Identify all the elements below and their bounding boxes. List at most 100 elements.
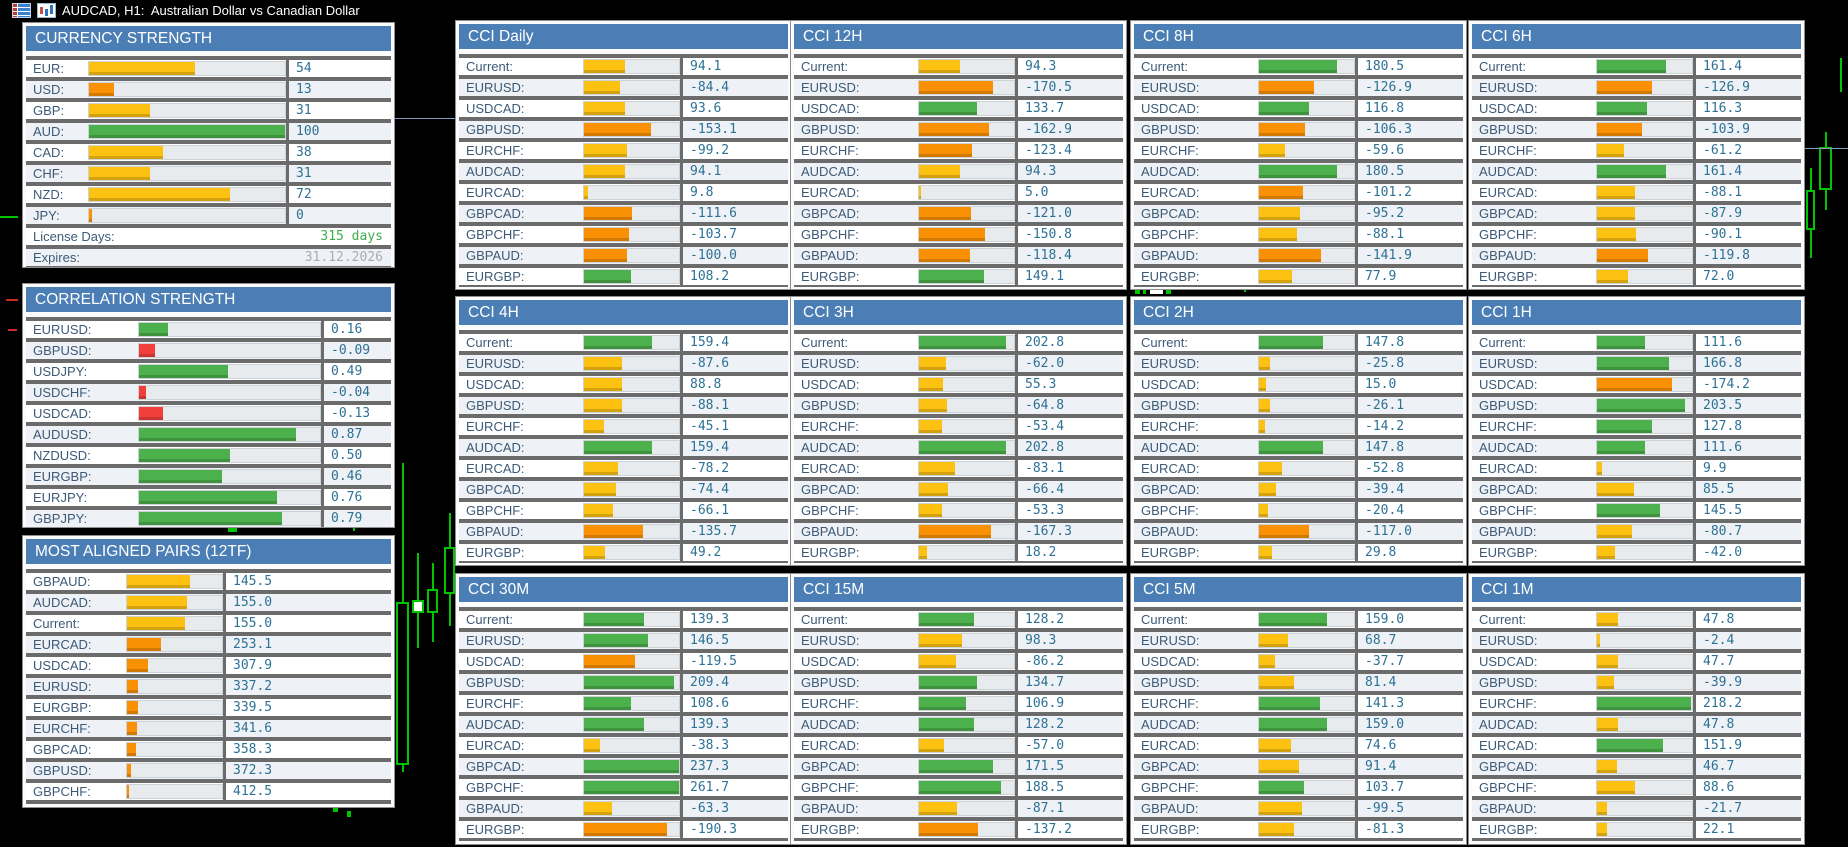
cci-panel-cci-1h: CCI 1H Current: 111.6 EURUSD: 166.8 USDCAD: -1… [1468,296,1805,566]
strength-bar-fill [1597,802,1607,815]
strength-bar-fill [919,760,994,773]
pair-label: GBPCHF: [801,780,859,795]
strength-bar-track [1258,759,1355,774]
pair-value: 159.4 [680,334,788,351]
bar-cell [88,81,286,98]
pair-label: GBPAUD: [466,248,524,263]
strength-bar-fill [1597,823,1607,836]
bar-cell [583,58,680,75]
strength-bar-track [88,208,286,223]
strength-bar-fill [1259,60,1337,73]
bar-cell [1258,79,1355,96]
pair-label: EURGBP: [1479,822,1538,837]
strength-bar-track [1596,335,1693,350]
pair-value: 72 [286,186,391,203]
bar-cell [126,636,223,653]
panel-header-spacer [1472,325,1801,330]
bar-cell [583,481,680,498]
indicator-row: EURGBP: -81.3 [1134,821,1463,838]
pair-label: GBPUSD: [1479,398,1538,413]
pair-label: AUDCAD: [1479,164,1538,179]
pair-value: 94.3 [1015,163,1123,180]
strength-bar-fill [1259,802,1302,815]
pair-label: CAD: [33,145,65,160]
pair-label: GBPCHF: [466,503,524,518]
pair-label: GBPCHF: [33,784,91,799]
bar-cell [126,699,223,716]
bar-cell [918,695,1015,712]
strength-bar-fill [1259,228,1297,241]
pair-label: GBPCHF: [466,780,524,795]
indicator-row: EURUSD: 68.7 [1134,632,1463,649]
strength-bar-track [583,440,680,455]
pair-label: EURCHF: [466,696,524,711]
strength-bar-track [1596,206,1693,221]
bar-cell [583,418,680,435]
expires-value: 31.12.2026 [304,250,383,265]
indicator-row: GBPUSD: -88.1 [459,397,788,414]
indicator-row: Current: 94.1 [459,58,788,75]
bar-cell [88,123,286,140]
pair-label: USDCAD: [1479,654,1538,669]
strength-bar-fill [919,249,971,262]
panel-rows: Current: 159.4 EURUSD: -87.6 USDCAD: 88.8 GBPU… [459,330,788,563]
strength-bar-track [138,343,321,358]
pair-label: EURCAD: [801,185,860,200]
panel-rows: GBPAUD: 145.5 AUDCAD: 155.0 Current: 155.0 EUR… [26,569,391,804]
strength-bar-track [1258,738,1355,753]
indicator-row: GBPAUD: -21.7 [1472,800,1801,817]
pair-value: -87.1 [1015,800,1123,817]
indicator-row: AUDCAD: 147.8 [1134,439,1463,456]
pair-label: GBPCHF: [1141,780,1199,795]
pair-label: GBPUSD: [33,343,92,358]
strength-bar-track [918,482,1015,497]
indicator-row: Current: 147.8 [1134,334,1463,351]
strength-bar-fill [1597,718,1618,731]
bar-cell [126,741,223,758]
strength-bar-track [1258,633,1355,648]
pair-value: -45.1 [680,418,788,435]
indicator-row: EURGBP: 108.2 [459,268,788,285]
strength-bar-fill [919,420,942,433]
strength-bar-track [138,427,321,442]
pair-label: EURUSD: [33,322,92,337]
pair-value: 47.7 [1693,653,1801,670]
indicator-row: EURUSD: -126.9 [1134,79,1463,96]
strength-bar-fill [919,483,948,496]
strength-bar-track [1258,440,1355,455]
strength-bar-fill [127,764,131,777]
bar-cell [138,447,321,464]
indicator-row: AUDCAD: 128.2 [794,716,1123,733]
strength-bar-fill [139,323,168,336]
indicator-row: AUDCAD: 139.3 [459,716,788,733]
indicator-row: EURUSD: -62.0 [794,355,1123,372]
strength-bar-track [1258,206,1355,221]
pair-value: 0 [286,207,391,224]
strength-bar-track [583,696,680,711]
pair-value: -87.6 [680,355,788,372]
pair-value: 128.2 [1015,611,1123,628]
pair-value: -0.09 [321,342,391,359]
indicator-row: GBPUSD: 134.7 [794,674,1123,691]
pair-value: 128.2 [1015,716,1123,733]
strength-bar-fill [1259,739,1292,752]
strength-bar-track [88,82,286,97]
pair-label: EURCHF: [1479,696,1537,711]
bar-cell [1596,376,1693,393]
indicator-row: EURCAD: 9.9 [1472,460,1801,477]
bar-cell [918,439,1015,456]
panel-title: CCI 8H [1134,24,1463,49]
indicator-row: GBPUSD: 372.3 [26,762,391,779]
strength-bar-fill [1259,207,1300,220]
indicator-row: GBPCAD: -95.2 [1134,205,1463,222]
strength-bar-fill [1259,655,1276,668]
pair-label: EURCHF: [801,419,859,434]
strength-bar-fill [89,62,195,75]
strength-bar-track [583,759,680,774]
cci-panel-cci-4h: CCI 4H Current: 159.4 EURUSD: -87.6 USDCAD: 88… [455,296,792,566]
strength-bar-track [583,503,680,518]
pair-value: 155.0 [223,594,391,611]
pair-value: 253.1 [223,636,391,653]
pair-value: 161.4 [1693,58,1801,75]
indicator-row: CAD: 38 [26,144,391,161]
